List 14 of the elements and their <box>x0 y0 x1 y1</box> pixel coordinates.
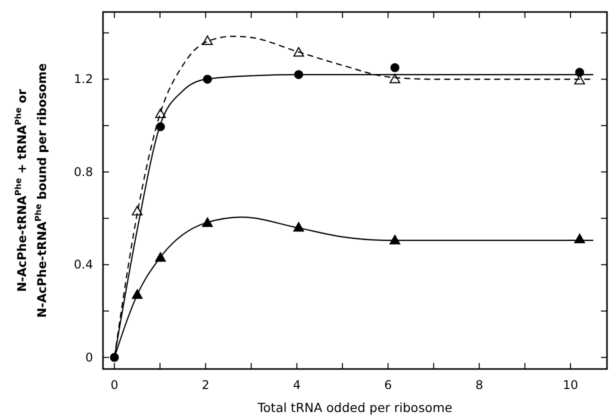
x-tick-label: 6 <box>384 378 392 392</box>
y-tick-label: 1.2 <box>74 72 93 86</box>
x-axis-title: Total tRNA odded per ribosome <box>256 400 453 415</box>
x-tick-label: 4 <box>293 378 301 392</box>
point <box>390 63 400 72</box>
x-tick-label: 10 <box>562 378 578 392</box>
x-tick-label: 8 <box>475 378 484 392</box>
point <box>390 74 400 84</box>
x-tick-label: 2 <box>202 378 210 392</box>
point <box>110 352 119 362</box>
x-tick-label: 0 <box>110 378 118 392</box>
y-tick-label: 0.4 <box>74 258 93 272</box>
y-tick-label: 0 <box>85 350 93 364</box>
y-tick-label: 0.8 <box>74 164 93 179</box>
